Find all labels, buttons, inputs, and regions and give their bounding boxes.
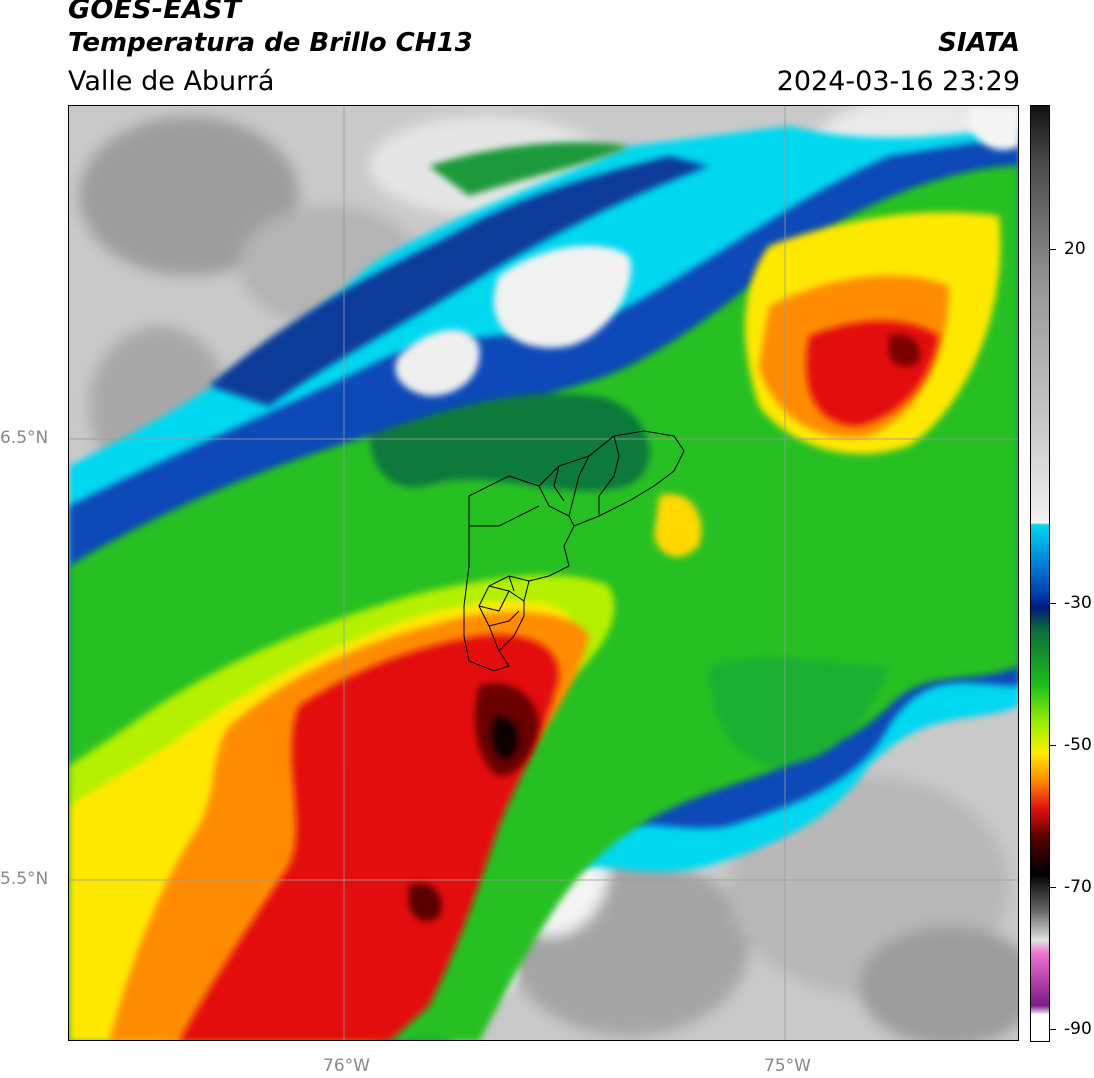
lon-label-76W: 76°W	[323, 1056, 370, 1076]
cbar-label-20: 20	[1064, 239, 1086, 259]
title-organization: SIATA	[938, 28, 1020, 58]
cbar-tick-m90	[1050, 1029, 1056, 1030]
cbar-tick-m30	[1050, 603, 1056, 604]
cbar-label-m70: -70	[1064, 877, 1092, 897]
title-satellite: GOES-EAST	[68, 0, 242, 25]
cbar-tick-20	[1050, 249, 1056, 250]
colorbar	[1030, 105, 1050, 1042]
lat-label-6-5N: 6.5°N	[0, 428, 49, 448]
title-product: Temperatura de Brillo CH13	[68, 28, 473, 58]
cbar-tick-m50	[1050, 745, 1056, 746]
lon-label-75W: 75°W	[764, 1056, 811, 1076]
grid-lines	[69, 106, 1018, 1040]
cbar-label-m50: -50	[1064, 735, 1092, 755]
title-region: Valle de Aburrá	[68, 66, 275, 97]
cbar-tick-m70	[1050, 887, 1056, 888]
cbar-label-m30: -30	[1064, 593, 1092, 613]
satellite-map[interactable]	[68, 105, 1019, 1041]
municipal-boundaries	[463, 430, 685, 672]
cbar-label-m90: -90	[1064, 1019, 1092, 1039]
lat-label-5-5N: 5.5°N	[0, 869, 49, 889]
title-timestamp: 2024-03-16 23:29	[776, 66, 1020, 97]
cloud-core	[409, 334, 920, 922]
